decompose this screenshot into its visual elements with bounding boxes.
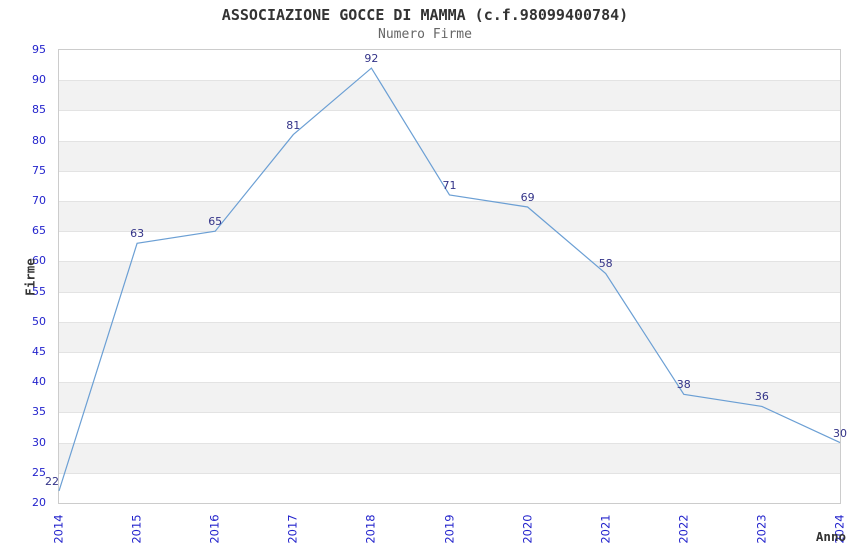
x-tick-label: 2016 <box>207 514 222 544</box>
gridline <box>59 352 840 353</box>
y-tick-label: 25 <box>32 465 46 479</box>
gridline <box>59 472 840 474</box>
gridline <box>59 231 840 233</box>
band-stripe <box>59 442 840 473</box>
y-axis-title: Firme <box>22 258 38 296</box>
y-tick-label: 55 <box>32 284 46 298</box>
x-axis-title: Anno <box>815 529 846 544</box>
y-tick-label: 65 <box>32 224 46 238</box>
y-tick-label: 90 <box>32 73 46 87</box>
plot-area <box>58 49 841 504</box>
data-label: 69 <box>520 191 535 205</box>
gridline <box>59 291 840 293</box>
chart-subtitle: Numero Firme <box>378 27 472 42</box>
x-tick-label: 2019 <box>442 514 456 544</box>
gridline <box>59 382 840 384</box>
x-tick-label: 2021 <box>598 514 613 544</box>
data-label: 36 <box>754 390 769 404</box>
gridline <box>59 140 840 142</box>
gridline <box>59 412 840 414</box>
gridline <box>59 170 840 172</box>
y-tick-label: 85 <box>32 103 46 117</box>
data-label: 58 <box>598 257 613 271</box>
band-stripe <box>59 382 840 413</box>
x-tick-label: 2018 <box>363 514 378 544</box>
series-polyline <box>58 67 841 492</box>
x-tick-label: 2020 <box>520 514 535 544</box>
line-series <box>58 67 841 492</box>
data-label: 65 <box>208 215 223 229</box>
band-stripe <box>59 321 840 352</box>
y-tick-label: 30 <box>32 435 46 449</box>
y-tick-label: 60 <box>32 254 46 268</box>
data-label: 81 <box>286 118 301 132</box>
data-label: 92 <box>364 52 379 66</box>
data-label: 71 <box>442 178 457 192</box>
data-label: 63 <box>130 227 145 241</box>
data-label: 30 <box>833 426 847 440</box>
gridline <box>59 442 840 444</box>
y-tick-label: 35 <box>32 405 46 419</box>
y-tick-label: 40 <box>32 375 46 389</box>
gridline <box>59 80 840 82</box>
y-tick-label: 50 <box>32 314 46 328</box>
chart-title: ASSOCIAZIONE GOCCE DI MAMMA (c.f.9809940… <box>221 6 629 24</box>
y-tick-label: 45 <box>32 345 46 358</box>
band-stripe <box>59 201 840 232</box>
x-tick-label: 2014 <box>51 514 66 544</box>
band-stripe <box>59 80 840 111</box>
y-tick-label: 95 <box>32 43 46 56</box>
gridline <box>59 201 840 202</box>
y-tick-label: 75 <box>32 163 46 177</box>
x-tick-label: 2023 <box>754 514 769 544</box>
x-tick-label: 2022 <box>676 514 691 544</box>
x-tick-label: 2017 <box>285 514 300 544</box>
y-tick-label: 70 <box>32 194 46 207</box>
band-stripe <box>59 140 840 171</box>
band-stripe <box>59 261 840 292</box>
data-label: 38 <box>676 378 691 392</box>
y-tick-label: 80 <box>32 133 46 147</box>
y-tick-label: 20 <box>32 496 46 509</box>
gridline <box>59 321 840 323</box>
x-tick-label: 2015 <box>129 514 144 544</box>
data-label: 22 <box>45 474 59 488</box>
gridline <box>59 110 840 112</box>
gridline <box>59 261 840 263</box>
